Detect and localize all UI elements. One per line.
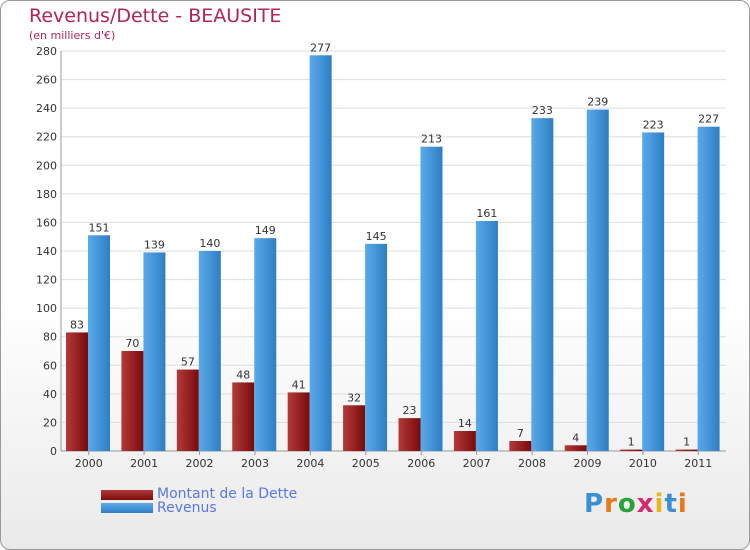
value-label-debt: 1 (683, 436, 690, 449)
bar-revenue (475, 221, 498, 451)
value-label-revenue: 151 (89, 221, 110, 234)
bar-revenue (309, 55, 332, 452)
x-tick-label: 2010 (629, 457, 657, 470)
value-label-revenue: 277 (310, 41, 331, 54)
value-label-debt: 14 (458, 417, 472, 430)
bar-debt (620, 449, 643, 451)
y-tick-label: 60 (43, 359, 57, 372)
x-tick-label: 2007 (463, 457, 491, 470)
value-label-debt: 7 (517, 427, 524, 440)
y-tick-label: 0 (50, 445, 57, 458)
logo-letter: x (636, 489, 655, 519)
value-label-debt: 83 (70, 318, 84, 331)
value-label-debt: 32 (347, 391, 361, 404)
x-tick-label: 2008 (518, 457, 546, 470)
y-tick-label: 140 (36, 245, 57, 258)
x-tick-label: 2002 (186, 457, 214, 470)
value-label-debt: 41 (292, 378, 306, 391)
bar-debt (675, 449, 698, 451)
x-tick-label: 2001 (130, 457, 158, 470)
bar-debt (232, 382, 255, 451)
y-tick-label: 280 (36, 45, 57, 58)
x-tick-label: 2011 (684, 457, 712, 470)
x-tick-label: 2009 (573, 457, 601, 470)
bar-revenue (365, 243, 388, 451)
legend-swatch-revenue (101, 503, 153, 513)
bar-debt (176, 369, 199, 451)
y-tick-label: 260 (36, 74, 57, 87)
x-tick-label: 2004 (296, 457, 324, 470)
y-tick-label: 240 (36, 102, 57, 115)
logo-letter: i (654, 489, 665, 519)
y-tick-label: 220 (36, 131, 57, 144)
bar-revenue (420, 146, 443, 451)
value-label-revenue: 145 (366, 230, 387, 243)
value-label-revenue: 139 (144, 238, 165, 251)
logo-letter: r (604, 489, 618, 519)
value-label-revenue: 149 (255, 224, 276, 237)
value-label-debt: 70 (125, 337, 139, 350)
value-label-revenue: 213 (421, 133, 442, 146)
chart-subtitle: (en milliers d'€) (29, 29, 116, 42)
y-tick-label: 80 (43, 331, 57, 344)
logo-letter: i (677, 489, 688, 519)
y-tick-label: 180 (36, 188, 57, 201)
bar-debt (398, 418, 421, 451)
legend-label-revenue: Revenus (157, 500, 217, 516)
value-label-revenue: 233 (532, 104, 553, 117)
value-label-revenue: 140 (199, 237, 220, 250)
y-tick-label: 100 (36, 302, 57, 315)
value-label-debt: 4 (572, 431, 579, 444)
value-label-debt: 23 (403, 404, 417, 417)
bar-revenue (531, 118, 554, 452)
bar-revenue (198, 251, 221, 451)
bar-revenue (143, 252, 166, 451)
logo-letter: o (617, 489, 637, 519)
value-label-revenue: 161 (476, 207, 497, 220)
bar-revenue (586, 109, 609, 452)
y-tick-label: 200 (36, 159, 57, 172)
value-label-revenue: 227 (698, 113, 719, 126)
chart-title: Revenus/Dette - BEAUSITE (29, 5, 282, 27)
y-tick-label: 20 (43, 416, 57, 429)
logo-letter: P (584, 489, 605, 519)
value-label-debt: 48 (236, 368, 250, 381)
value-label-debt: 57 (181, 356, 195, 369)
bar-revenue (88, 235, 110, 451)
y-tick-label: 120 (36, 274, 57, 287)
y-tick-label: 40 (43, 388, 57, 401)
x-tick-label: 2003 (241, 457, 269, 470)
y-tick-label: 160 (36, 216, 57, 229)
bar-debt (509, 441, 532, 451)
value-label-debt: 1 (628, 436, 635, 449)
bar-debt (453, 431, 476, 451)
bar-debt (66, 332, 88, 451)
bar-revenue (642, 132, 665, 451)
x-tick-label: 2006 (407, 457, 435, 470)
x-tick-label: 2005 (352, 457, 380, 470)
bar-debt (287, 392, 310, 451)
bar-debt (564, 445, 587, 451)
legend-swatch-debt (101, 490, 153, 500)
legend-label-debt: Montant de la Dette (157, 486, 298, 502)
bar-revenue (254, 238, 277, 451)
value-label-revenue: 223 (643, 118, 664, 131)
logo-letter: t (664, 489, 678, 519)
value-label-revenue: 239 (587, 96, 608, 109)
x-tick-label: 2000 (75, 457, 103, 470)
bar-debt (121, 351, 144, 451)
bar-revenue (697, 126, 720, 451)
proxiti-logo: Proxiti (584, 489, 688, 519)
bar-debt (343, 405, 366, 451)
